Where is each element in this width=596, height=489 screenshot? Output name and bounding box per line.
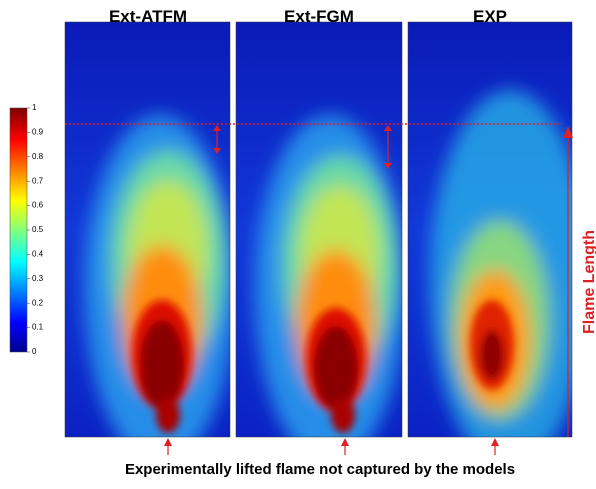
colorbar-tick-label: 0.2 <box>32 298 44 307</box>
colorbar-tick-label: 0 <box>32 347 37 356</box>
panel-image <box>65 22 230 437</box>
panel-title: EXP <box>473 7 507 26</box>
colorbar-tick-label: 1 <box>32 103 37 112</box>
colorbar-tick-label: 0.7 <box>32 176 44 185</box>
colorbar-tick-label: 0.5 <box>32 225 44 234</box>
colorbar-tick-label: 0.1 <box>32 323 44 332</box>
panel-title: Ext-ATFM <box>109 7 187 26</box>
caption: Experimentally lifted flame not captured… <box>125 461 515 478</box>
colorbar-tick-label: 0.3 <box>32 274 44 283</box>
panel-title: Ext-FGM <box>284 7 354 26</box>
colorbar <box>9 107 28 353</box>
panel-image <box>236 22 402 437</box>
arrows <box>164 125 573 455</box>
panel-image <box>408 22 572 437</box>
flame-length-label: Flame Length <box>581 230 596 334</box>
colorbar-tick-label: 0.4 <box>32 250 44 259</box>
colorbar-tick-label: 0.8 <box>32 152 44 161</box>
colorbar-tick-label: 0.6 <box>32 201 44 210</box>
colorbar-tick-label: 0.9 <box>32 128 44 137</box>
